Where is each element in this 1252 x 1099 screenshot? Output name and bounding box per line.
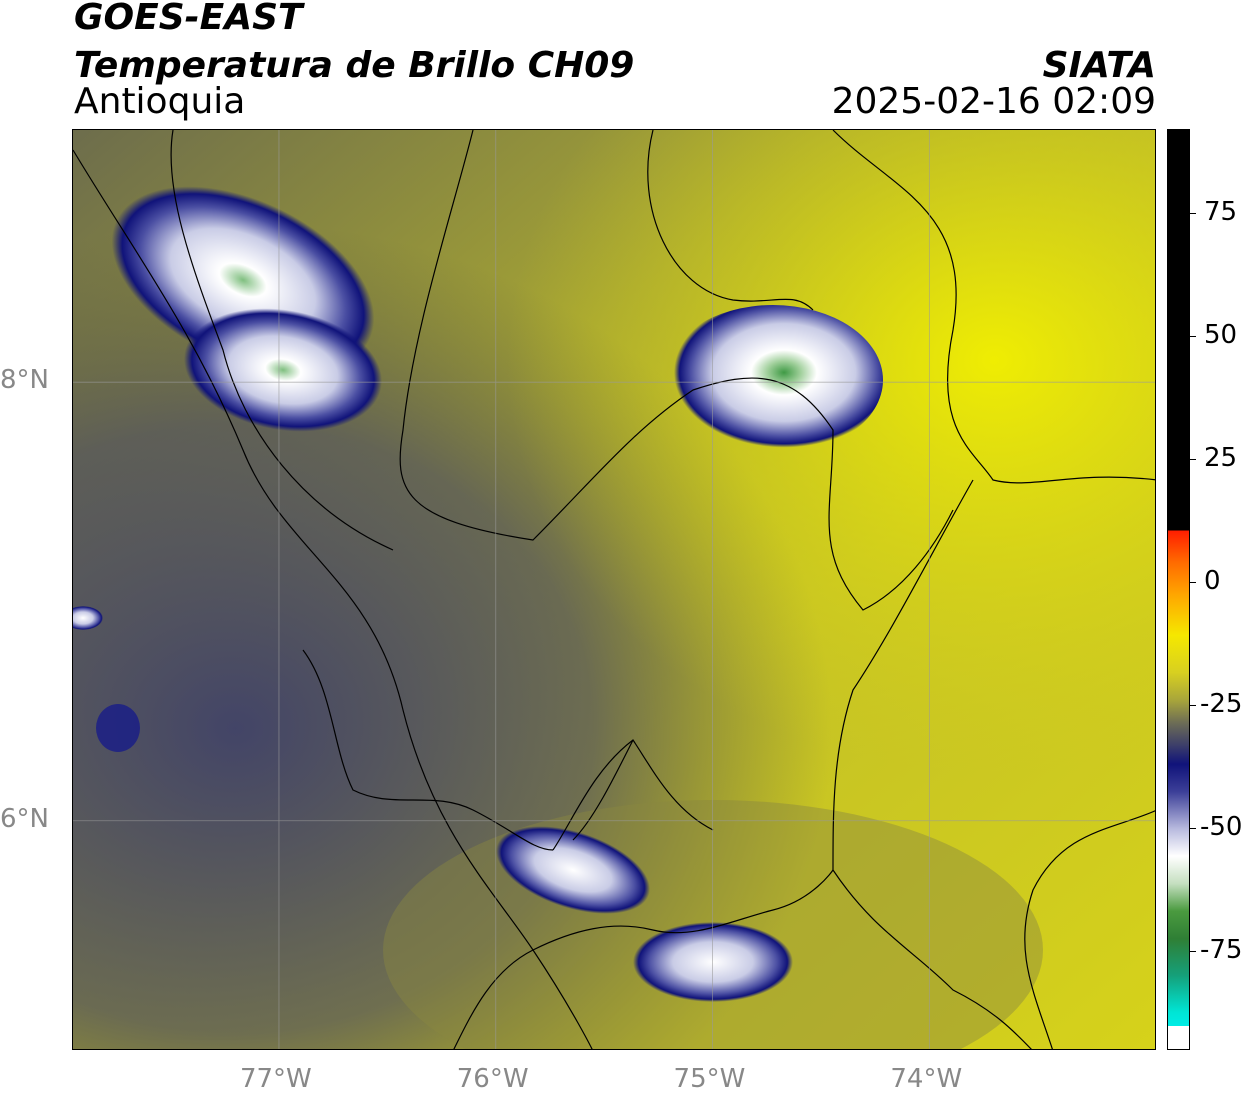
colorbar-tick-mark — [1190, 582, 1196, 584]
colorbar-tick-mark — [1190, 951, 1196, 953]
cloud-core-uraba — [183, 308, 383, 432]
lon-tick-label: 77°W — [239, 1064, 312, 1094]
title-line-1: GOES-EAST — [74, 0, 303, 38]
lon-tick-label: 74°W — [890, 1064, 963, 1094]
cloud-cell-west — [73, 606, 103, 630]
region-label: Antioquia — [74, 81, 246, 122]
temperature-colorbar — [1167, 129, 1190, 1050]
colorbar-tick-mark — [1190, 705, 1196, 707]
map-gridlines — [73, 130, 1155, 1049]
colorbar-tick-mark — [1190, 458, 1196, 460]
colorbar-tick-mark — [1190, 335, 1196, 337]
map-svg — [73, 130, 1155, 1049]
lat-tick-label: 8°N — [0, 365, 49, 396]
map-frame — [72, 129, 1156, 1050]
colorbar-tick-label: -25 — [1200, 689, 1243, 720]
timestamp-label: 2025-02-16 02:09 — [831, 81, 1156, 122]
lon-tick-label: 76°W — [456, 1064, 529, 1094]
admin-boundaries — [73, 130, 1155, 1049]
title-line-2: Temperatura de Brillo CH09 — [74, 45, 635, 86]
colorbar-tick-label: -50 — [1200, 812, 1243, 843]
cloud-cell-choco — [96, 704, 140, 752]
colorbar-gradient — [1168, 130, 1189, 1049]
cloud-core-cauca — [496, 826, 650, 914]
colorbar-tick-mark — [1190, 828, 1196, 830]
colorbar-tick-label: 0 — [1204, 566, 1221, 597]
lon-tick-label: 75°W — [673, 1064, 746, 1094]
brand-label: SIATA — [1042, 45, 1156, 86]
lat-tick-label: 6°N — [0, 803, 49, 834]
colorbar-tick-mark — [1190, 212, 1196, 214]
colorbar-svg — [1168, 130, 1189, 1049]
cloud-core-caldas — [633, 922, 793, 1002]
colorbar-tick-label: 25 — [1204, 442, 1238, 473]
colorbar-tick-label: 50 — [1204, 319, 1238, 350]
colorbar-tick-label: 75 — [1204, 196, 1238, 227]
colorbar-tick-label: -75 — [1200, 935, 1243, 966]
